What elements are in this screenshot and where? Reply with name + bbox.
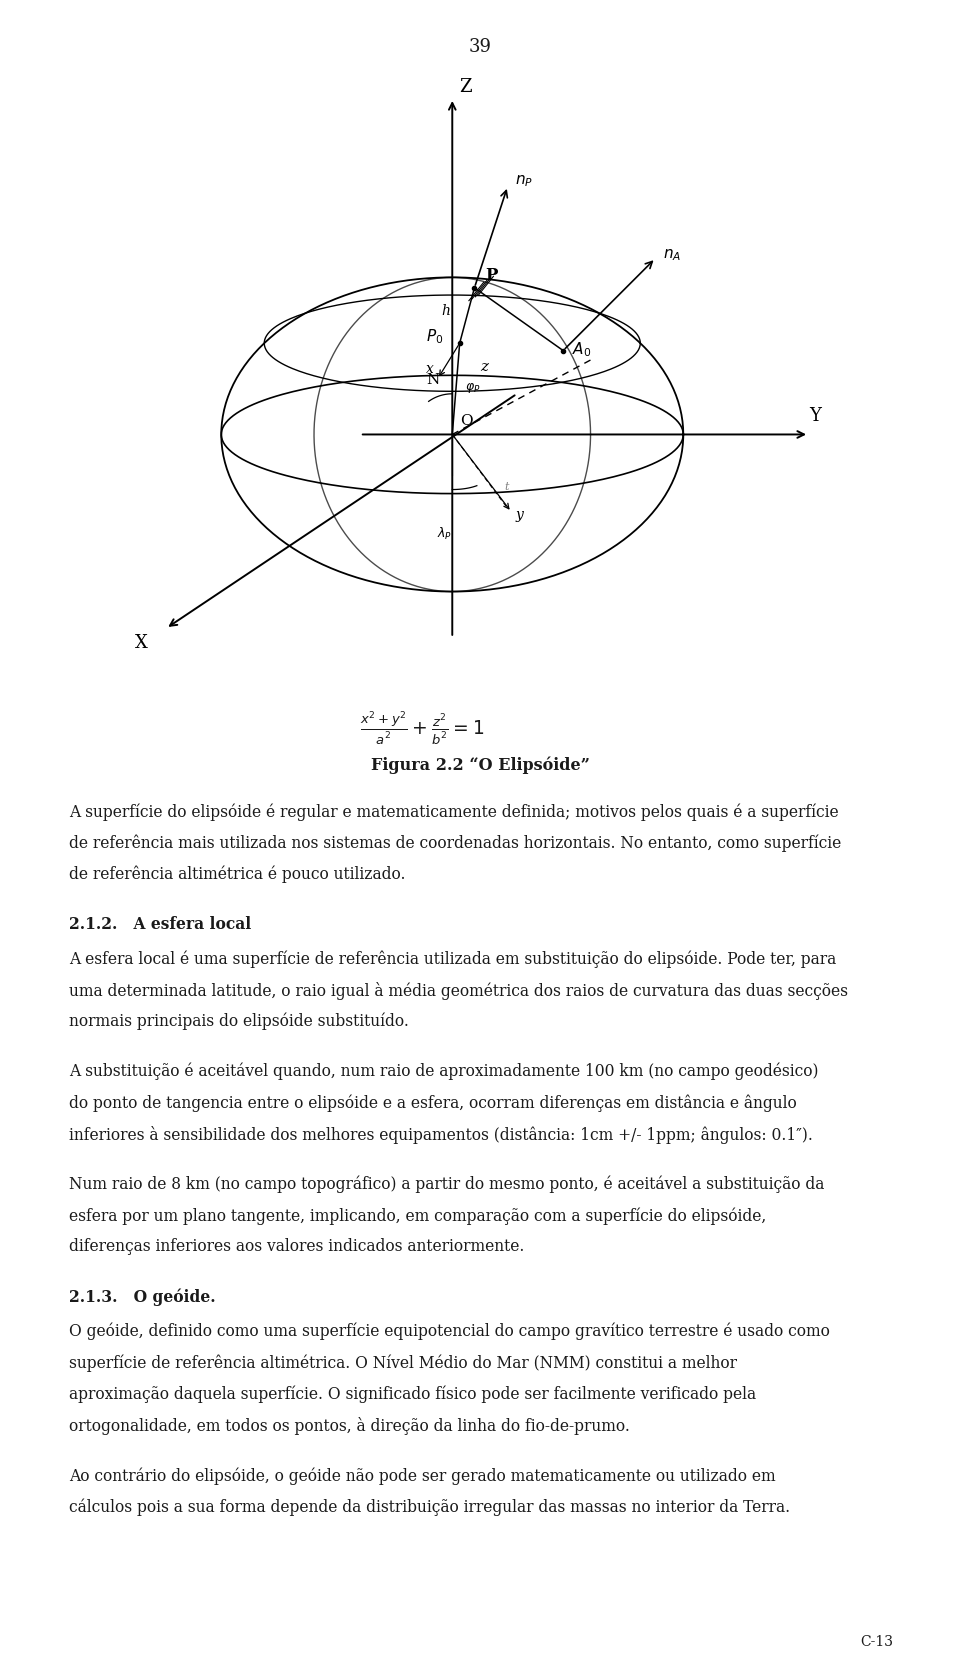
Text: Ao contrário do elipsóide, o geóide não pode ser gerado matematicamente ou utili: Ao contrário do elipsóide, o geóide não …: [69, 1468, 776, 1484]
Text: Figura 2.2 “O Elipsóide”: Figura 2.2 “O Elipsóide”: [371, 756, 589, 775]
Text: aproximação daquela superfície. O significado físico pode ser facilmente verific: aproximação daquela superfície. O signif…: [69, 1386, 756, 1403]
Text: t: t: [504, 481, 509, 491]
Text: z: z: [480, 360, 488, 373]
Text: esfera por um plano tangente, implicando, em comparação com a superfície do elip: esfera por um plano tangente, implicando…: [69, 1208, 766, 1225]
Text: do ponto de tangencia entre o elipsóide e a esfera, ocorram diferenças em distân: do ponto de tangencia entre o elipsóide …: [69, 1095, 797, 1111]
Text: normais principais do elipsóide substituído.: normais principais do elipsóide substitu…: [69, 1013, 409, 1030]
Text: diferenças inferiores aos valores indicados anteriormente.: diferenças inferiores aos valores indica…: [69, 1238, 524, 1256]
Text: 39: 39: [468, 38, 492, 57]
Text: ortogonalidade, em todos os pontos, à direção da linha do fio-de-prumo.: ortogonalidade, em todos os pontos, à di…: [69, 1416, 630, 1434]
Text: O geóide, definido como uma superfície equipotencial do campo gravítico terrestr: O geóide, definido como uma superfície e…: [69, 1323, 830, 1341]
Text: x: x: [426, 363, 434, 377]
Text: y: y: [516, 508, 523, 523]
Text: $n_P$: $n_P$: [516, 173, 533, 188]
Text: C-13: C-13: [860, 1636, 893, 1649]
Text: A substituição é aceitável quando, num raio de aproximadamente 100 km (no campo : A substituição é aceitável quando, num r…: [69, 1063, 819, 1081]
Text: 2.1.2.   A esfera local: 2.1.2. A esfera local: [69, 916, 252, 933]
Text: $\lambda_P$: $\lambda_P$: [438, 526, 453, 541]
Text: superfície de referência altimétrica. O Nível Médio do Mar (NMM) constitui a mel: superfície de referência altimétrica. O …: [69, 1354, 737, 1371]
Text: P: P: [486, 267, 498, 285]
Text: O: O: [460, 415, 472, 428]
Text: inferiores à sensibilidade dos melhores equipamentos (distância: 1cm +/- 1ppm; â: inferiores à sensibilidade dos melhores …: [69, 1126, 813, 1143]
Text: 2.1.3.   O geóide.: 2.1.3. O geóide.: [69, 1288, 216, 1306]
Text: de referência altimétrica é pouco utilizado.: de referência altimétrica é pouco utiliz…: [69, 866, 406, 883]
Text: A superfície do elipsóide é regular e matematicamente definida; motivos pelos qu: A superfície do elipsóide é regular e ma…: [69, 803, 839, 821]
Text: uma determinada latitude, o raio igual à média geométrica dos raios de curvatura: uma determinada latitude, o raio igual à…: [69, 981, 848, 1000]
Text: $\frac{x^2+y^2}{a^2}+\frac{z^2}{b^2}=1$: $\frac{x^2+y^2}{a^2}+\frac{z^2}{b^2}=1$: [360, 710, 485, 746]
Text: $n_A$: $n_A$: [663, 247, 682, 263]
Text: Z: Z: [460, 78, 472, 97]
Text: X: X: [135, 635, 148, 651]
Text: h: h: [442, 305, 450, 318]
Text: Num raio de 8 km (no campo topográfico) a partir do mesmo ponto, é aceitável a s: Num raio de 8 km (no campo topográfico) …: [69, 1176, 825, 1193]
Text: de referência mais utilizada nos sistemas de coordenadas horizontais. No entanto: de referência mais utilizada nos sistema…: [69, 835, 841, 851]
Text: N: N: [426, 373, 440, 387]
Text: $A_0$: $A_0$: [572, 340, 591, 358]
Text: A esfera local é uma superfície de referência utilizada em substituição do elips: A esfera local é uma superfície de refer…: [69, 950, 836, 968]
Text: cálculos pois a sua forma depende da distribuição irregular das massas no interi: cálculos pois a sua forma depende da dis…: [69, 1498, 790, 1516]
Text: Y: Y: [809, 407, 821, 425]
Text: $P_0$: $P_0$: [426, 327, 444, 347]
Text: $\varphi_P$: $\varphi_P$: [466, 382, 481, 395]
